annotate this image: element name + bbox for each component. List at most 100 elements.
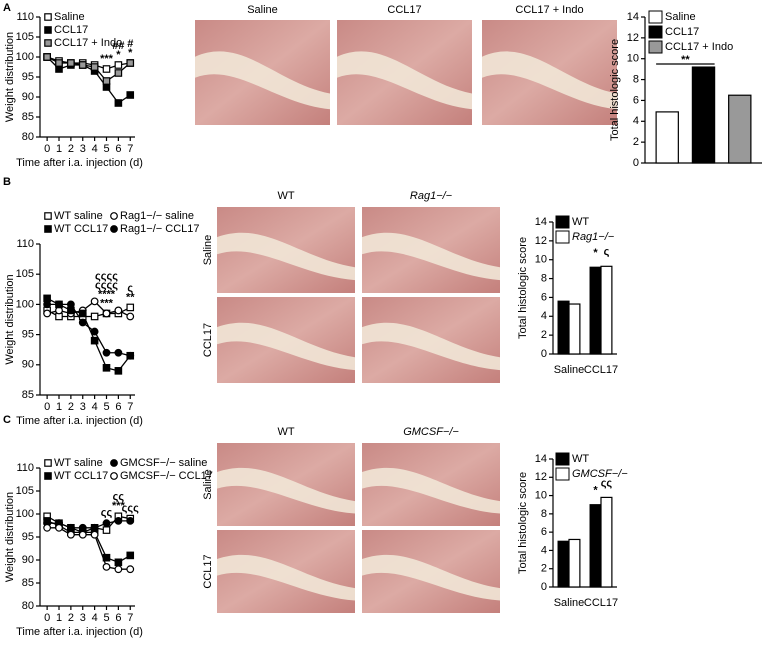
legend-swatch bbox=[110, 212, 118, 220]
point bbox=[114, 367, 123, 375]
y-tick-label: 4 bbox=[541, 310, 547, 322]
legend-swatch bbox=[555, 215, 570, 229]
y-tick-label: 80 bbox=[22, 600, 34, 612]
point bbox=[78, 309, 87, 318]
x-tick-label: CCL17 bbox=[584, 597, 618, 609]
y-tick-label: 6 bbox=[541, 526, 547, 538]
bar bbox=[557, 300, 570, 355]
point bbox=[114, 69, 123, 77]
x-tick-label: 7 bbox=[127, 401, 133, 413]
point bbox=[78, 318, 87, 327]
x-tick-label: 6 bbox=[115, 612, 121, 624]
y-tick-label: 95 bbox=[22, 71, 34, 83]
joint-space bbox=[217, 232, 355, 281]
point bbox=[66, 300, 75, 309]
x-tick-label: CCL17 bbox=[584, 364, 618, 376]
x-tick-label: 2 bbox=[68, 612, 74, 624]
point bbox=[114, 517, 123, 525]
point bbox=[114, 558, 123, 567]
joint-space bbox=[217, 554, 355, 601]
point bbox=[102, 563, 111, 571]
image-row-label: CCL17 bbox=[202, 323, 214, 357]
x-tick-label: 4 bbox=[92, 612, 98, 624]
significance-label: ςςςς bbox=[95, 270, 118, 282]
image-column-label: Rag1−/− bbox=[410, 190, 453, 202]
legend-label: WT bbox=[572, 453, 589, 465]
point bbox=[90, 336, 99, 345]
panel-label: B bbox=[3, 176, 11, 188]
point bbox=[102, 519, 111, 528]
legend-swatch bbox=[648, 25, 663, 39]
point bbox=[114, 99, 123, 107]
y-tick-label: 90 bbox=[22, 359, 34, 371]
point bbox=[78, 61, 87, 69]
y-tick-label: 10 bbox=[535, 254, 547, 266]
panel-label: C bbox=[3, 414, 11, 426]
legend-label: GMCSF−/− CCL17 bbox=[120, 470, 213, 482]
x-tick-label: 5 bbox=[103, 143, 109, 155]
bar bbox=[568, 538, 581, 588]
y-axis-label: Weight distribution bbox=[4, 274, 16, 364]
point bbox=[126, 351, 135, 360]
image-row-label: CCL17 bbox=[202, 554, 214, 588]
legend-label: WT bbox=[572, 216, 589, 228]
y-tick-label: 95 bbox=[22, 531, 34, 543]
y-tick-label: 105 bbox=[16, 31, 34, 43]
joint-space bbox=[362, 467, 500, 514]
significance-label: * bbox=[116, 49, 121, 61]
x-tick-label: 4 bbox=[92, 143, 98, 155]
bar bbox=[655, 111, 679, 164]
y-tick-label: 85 bbox=[22, 577, 34, 589]
bar bbox=[557, 540, 570, 588]
x-tick-label: 2 bbox=[68, 143, 74, 155]
legend-swatch bbox=[44, 13, 52, 21]
x-tick-label: 5 bbox=[103, 401, 109, 413]
legend-swatch bbox=[44, 26, 52, 34]
legend-label: CCL17 bbox=[665, 26, 699, 38]
significance-label: **** bbox=[98, 288, 116, 300]
y-tick-label: 12 bbox=[627, 32, 639, 44]
legend-label: CCL17 bbox=[54, 24, 88, 36]
point bbox=[43, 309, 52, 318]
point bbox=[126, 517, 135, 525]
point bbox=[126, 303, 135, 312]
y-tick-label: 2 bbox=[633, 136, 639, 148]
joint-space bbox=[195, 51, 330, 110]
legend-label: WT CCL17 bbox=[54, 470, 108, 482]
y-axis-label: Weight distribution bbox=[4, 492, 16, 582]
y-axis-label: Weight distribution bbox=[4, 32, 16, 122]
joint-space bbox=[217, 467, 355, 514]
image-column-label: Saline bbox=[247, 4, 278, 16]
x-tick-label: 2 bbox=[68, 401, 74, 413]
bar bbox=[728, 94, 752, 164]
y-tick-label: 100 bbox=[16, 508, 34, 520]
image-column-label: GMCSF−/− bbox=[403, 426, 459, 438]
x-tick-label: 3 bbox=[80, 143, 86, 155]
significance-label: *** bbox=[100, 53, 114, 65]
x-tick-label: 5 bbox=[103, 612, 109, 624]
significance-label: ςςςς bbox=[95, 279, 118, 291]
y-tick-label: 2 bbox=[541, 563, 547, 575]
legend-swatch bbox=[555, 467, 570, 481]
significance-label: *** bbox=[100, 297, 114, 309]
y-tick-label: 8 bbox=[541, 272, 547, 284]
y-tick-label: 10 bbox=[627, 53, 639, 65]
x-tick-label: 1 bbox=[56, 612, 62, 624]
y-tick-label: 4 bbox=[633, 115, 639, 127]
y-tick-label: 85 bbox=[22, 389, 34, 401]
joint-space bbox=[362, 232, 500, 281]
y-tick-label: 14 bbox=[627, 11, 639, 23]
y-tick-label: 0 bbox=[541, 348, 547, 360]
significance-label: ς bbox=[604, 246, 610, 258]
image-column-label: WT bbox=[277, 190, 294, 202]
point bbox=[126, 565, 135, 574]
significance-label: * bbox=[593, 247, 598, 259]
significance-label: ## bbox=[112, 40, 124, 52]
point bbox=[114, 61, 123, 69]
point bbox=[90, 312, 99, 321]
point bbox=[55, 523, 63, 532]
x-axis-label: Time after i.a. injection (d) bbox=[16, 626, 143, 638]
joint-space bbox=[217, 322, 355, 371]
point bbox=[126, 91, 135, 99]
